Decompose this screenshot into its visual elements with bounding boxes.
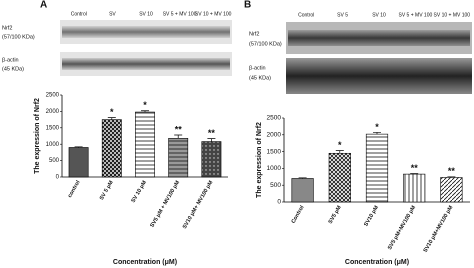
y-tick-label: 2000 <box>267 132 282 139</box>
y-tick-label: 1000 <box>46 142 60 148</box>
blot-row-label: Nrf2 <box>2 25 12 31</box>
blot-row-label: (45 KDa) <box>2 66 24 72</box>
lane-label: SV 5 + MV 100 <box>163 11 197 17</box>
lane-label: SV 10 + MV 100 <box>195 11 232 17</box>
x-tick-label: SV 5 μM <box>99 179 115 201</box>
significance-label: ** <box>411 163 419 173</box>
blot-row-label: β-actin <box>2 57 19 63</box>
bar <box>68 147 89 178</box>
bar <box>365 133 389 203</box>
x-tick-label: SV10 μM+MV100 μM <box>423 204 455 253</box>
x-tick-label: SV 10 μM <box>131 179 149 204</box>
blot-row-label: β-actin <box>249 65 266 71</box>
y-tick-label: 500 <box>270 182 281 189</box>
y-tick-label: 1500 <box>46 125 60 131</box>
lane-label: SV 10 <box>139 11 153 17</box>
x-axis-label: Concentration (μM) <box>113 259 177 266</box>
lane-label: SV 5 + MV 100 <box>399 12 433 18</box>
lane-label: SV <box>109 11 116 17</box>
bar <box>168 137 189 178</box>
significance-label: ** <box>175 124 183 134</box>
blot-row-label: (57/100 KDa) <box>2 34 35 40</box>
panel-label: B <box>244 0 251 11</box>
y-axis-label: The expression of Nrf2 <box>256 122 263 198</box>
blot-actin <box>286 58 472 94</box>
lane-label: SV 5 <box>337 12 348 18</box>
x-tick-label: SV5 μM+MV100 μM <box>387 204 417 251</box>
significance-label: * <box>110 107 114 117</box>
x-tick-label: SV10 μM+ MV100 μM <box>182 179 215 230</box>
x-tick-label: SV5 μM + MV100 μM <box>149 179 181 228</box>
blot-row-label: (57/100 KDa) <box>249 41 282 47</box>
y-tick-label: 2000 <box>46 109 60 115</box>
error-bar <box>373 132 381 135</box>
bar <box>403 173 426 203</box>
error-bar <box>410 173 419 175</box>
bar <box>135 111 155 178</box>
x-tick-label: Control <box>291 204 306 224</box>
lane-label: Control <box>298 12 314 18</box>
blot-band <box>62 58 230 70</box>
significance-label: ** <box>208 128 216 138</box>
lane-label: Control <box>71 11 87 17</box>
y-tick-label: 1500 <box>267 148 282 155</box>
lane-label: SV 10 <box>372 12 386 18</box>
y-tick-label: 2500 <box>46 93 60 99</box>
x-tick-label: SV10 μM <box>363 204 380 227</box>
error-bar <box>74 146 83 148</box>
error-bar <box>174 134 183 139</box>
significance-label: * <box>375 122 379 132</box>
significance-label: * <box>143 100 147 110</box>
y-tick-label: 1000 <box>267 165 282 172</box>
y-tick-label: 2500 <box>267 115 282 122</box>
bar <box>328 152 351 203</box>
error-bar <box>107 117 116 120</box>
error-bar <box>141 110 149 113</box>
y-tick-label: 500 <box>49 158 60 164</box>
panel-label: A <box>40 0 47 11</box>
significance-label: ** <box>448 166 456 176</box>
x-axis-label: Concentration (μM) <box>345 259 409 266</box>
error-bar <box>298 177 307 179</box>
lane-label: SV 10 + MV 100 <box>434 12 471 18</box>
x-tick-label: control <box>67 179 82 199</box>
y-tick-label: 0 <box>56 175 60 181</box>
bar <box>440 177 463 203</box>
error-bar <box>335 150 344 154</box>
error-bar <box>447 176 456 178</box>
blot-band <box>62 26 230 38</box>
y-axis-label: The expression of Nrf2 <box>34 98 41 174</box>
error-bar <box>207 138 216 142</box>
blot-row-label: Nrf2 <box>249 31 259 37</box>
y-tick-label: 0 <box>277 199 281 206</box>
blot-row-label: (45 KDa) <box>249 75 271 81</box>
x-tick-label: SV5 μM <box>328 204 343 225</box>
bar <box>101 119 122 178</box>
bar <box>291 178 314 203</box>
significance-label: * <box>338 140 342 150</box>
blot-band <box>288 30 470 46</box>
bar <box>201 141 222 178</box>
